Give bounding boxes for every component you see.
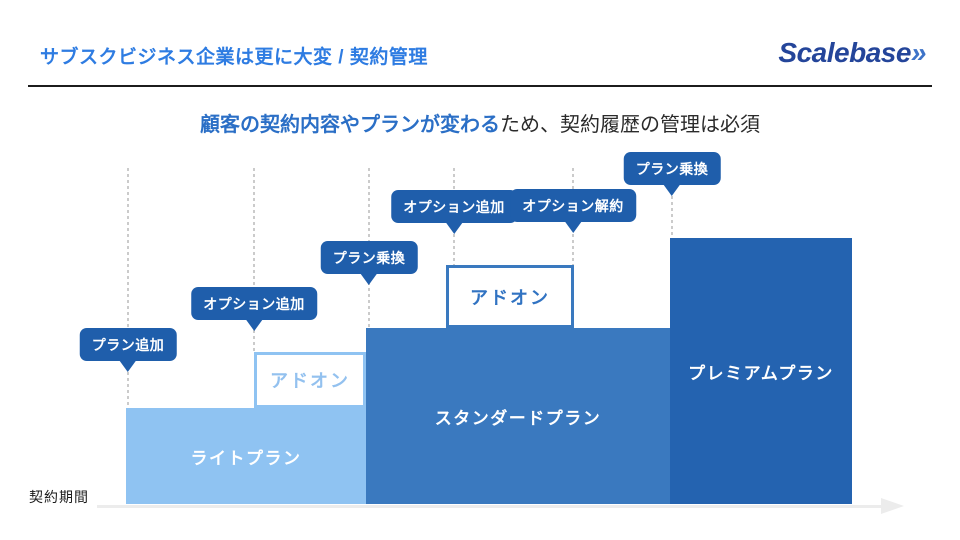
plan-bar-premium: プレミアムプラン xyxy=(670,238,852,504)
event-badge-option-cancel: オプション解約 xyxy=(510,189,636,222)
addon-box-light: アドオン xyxy=(254,352,366,408)
logo-chevrons-icon: » xyxy=(910,37,927,68)
event-badge-option-add-1: オプション追加 xyxy=(191,287,317,320)
event-guide-line xyxy=(671,190,673,238)
scalebase-logo: Scalebase» xyxy=(778,37,926,69)
event-badge-plan-add: プラン追加 xyxy=(79,328,177,361)
plan-bar-label: ライトプラン xyxy=(190,448,302,468)
plan-bar-standard: スタンダードプラン xyxy=(366,328,670,504)
addon-box-standard: アドオン xyxy=(446,265,574,328)
page-title: サブスクビジネス企業は更に大変 / 契約管理 xyxy=(40,47,428,68)
event-badge-plan-switch-2: プラン乗換 xyxy=(623,152,721,185)
axis-arrow-icon xyxy=(881,498,904,514)
timeline-axis xyxy=(97,505,882,508)
addon-label: アドオン xyxy=(470,287,550,308)
addon-label: アドオン xyxy=(270,371,350,391)
subtitle-rest: ため、契約履歴の管理は必須 xyxy=(500,114,760,136)
event-guide-line xyxy=(253,168,255,352)
axis-label: 契約期間 xyxy=(29,489,89,505)
logo-text: Scalebase xyxy=(778,37,911,68)
subtitle-highlight: 顧客の契約内容やプランが変わる xyxy=(200,114,500,136)
plan-bar-light: ライトプラン xyxy=(126,408,366,504)
slide-subtitle: 顧客の契約内容やプランが変わるため、契約履歴の管理は必須 xyxy=(0,108,960,137)
event-guide-line xyxy=(127,168,129,408)
event-badge-plan-switch-1: プラン乗換 xyxy=(320,241,418,274)
event-badge-option-add-2: オプション追加 xyxy=(391,190,517,223)
plan-bar-label: プレミアムプラン xyxy=(688,363,834,383)
plan-bar-label: スタンダードプラン xyxy=(434,408,602,428)
header-divider xyxy=(28,85,932,87)
